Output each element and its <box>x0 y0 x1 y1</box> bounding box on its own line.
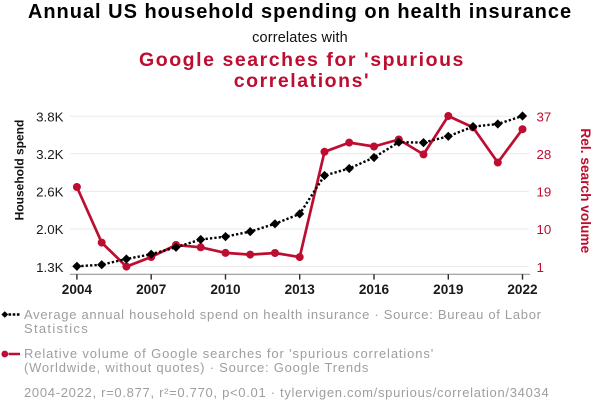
svg-text:2016: 2016 <box>359 282 390 297</box>
svg-text:3.2K: 3.2K <box>36 147 63 162</box>
svg-text:2010: 2010 <box>210 282 240 297</box>
svg-text:3.8K: 3.8K <box>36 109 63 124</box>
svg-text:19: 19 <box>537 185 552 200</box>
svg-text:2.6K: 2.6K <box>36 185 63 200</box>
svg-text:10: 10 <box>537 222 552 237</box>
svg-text:2019: 2019 <box>433 282 464 297</box>
svg-text:37: 37 <box>537 109 552 124</box>
svg-text:Household spend: Household spend <box>12 120 26 221</box>
svg-text:28: 28 <box>537 147 552 162</box>
svg-text:Rel. search volume: Rel. search volume <box>578 128 593 253</box>
svg-text:2007: 2007 <box>136 282 166 297</box>
svg-text:1: 1 <box>537 260 544 275</box>
svg-text:2013: 2013 <box>285 282 316 297</box>
svg-text:1.3K: 1.3K <box>36 260 63 275</box>
svg-text:2.0K: 2.0K <box>36 222 63 237</box>
svg-text:2004: 2004 <box>62 282 93 297</box>
svg-text:2022: 2022 <box>507 282 538 297</box>
